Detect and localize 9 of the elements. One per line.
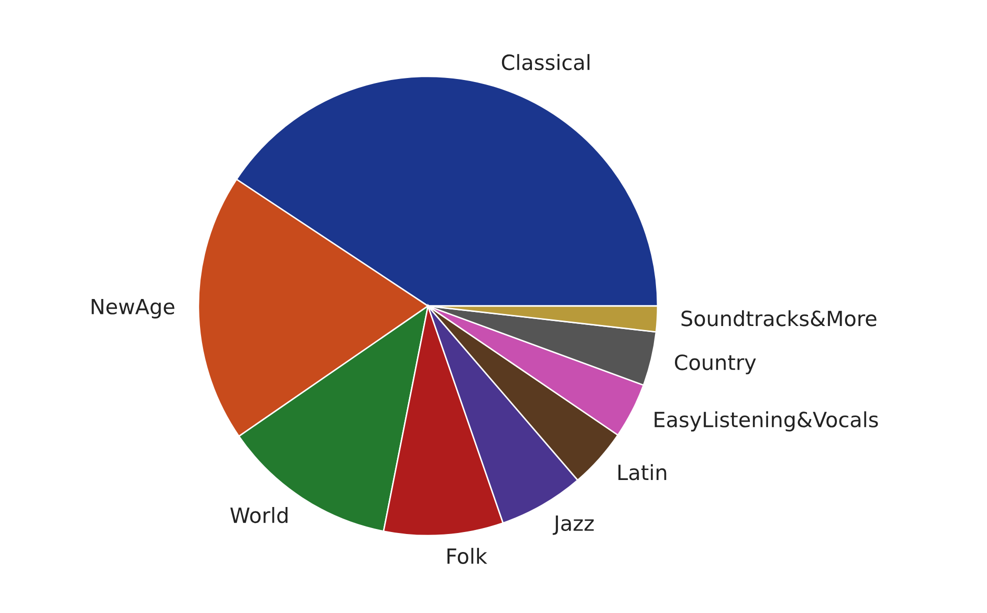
slice-label: Classical <box>502 54 590 70</box>
slice-label: Folk <box>447 548 488 564</box>
slice-label: Latin <box>618 464 666 480</box>
slice-label: NewAge <box>92 298 174 318</box>
slice-label: Soundtracks&More <box>682 310 876 326</box>
slice-label: EasyListening&Vocals <box>654 411 878 432</box>
slice-label: Country <box>674 354 756 374</box>
slice-label: Jazz <box>552 516 594 535</box>
slice-label: World <box>230 507 288 524</box>
